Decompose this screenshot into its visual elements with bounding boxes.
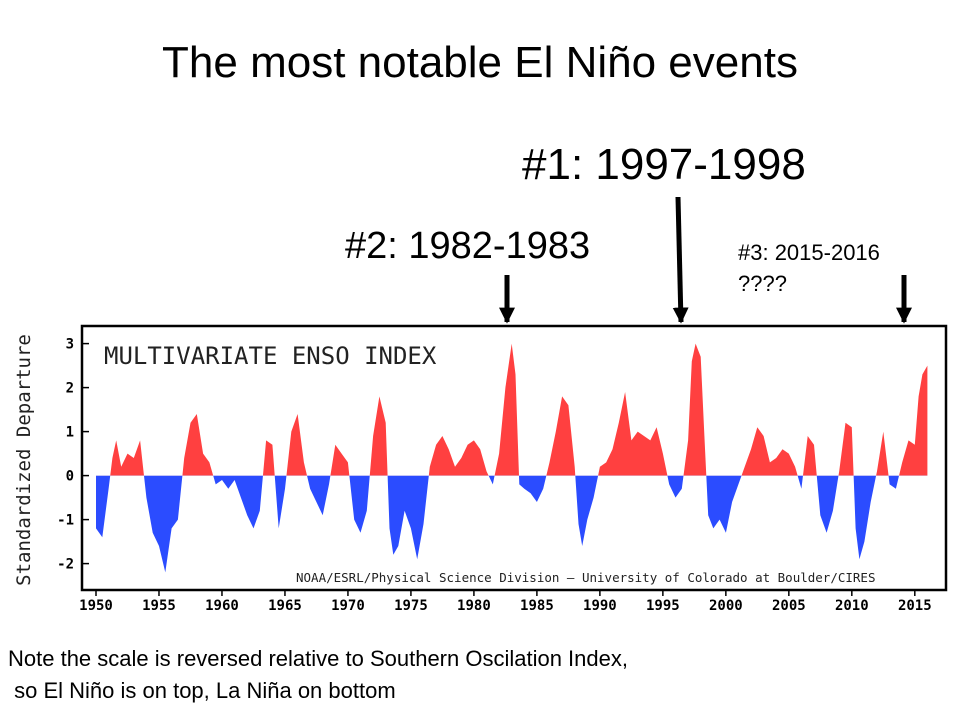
chart-title: MULTIVARIATE ENSO INDEX — [104, 342, 437, 370]
x-tick-label: 2015 — [898, 598, 932, 614]
arrow-1997-1998 — [672, 196, 689, 324]
x-tick-label: 1950 — [79, 598, 113, 614]
x-tick-label: 1960 — [205, 598, 239, 614]
el-nino-area — [96, 343, 928, 476]
y-tick-label: 1 — [66, 425, 74, 441]
slide-title: The most notable El Niño events — [162, 38, 798, 87]
x-tick-label: 1980 — [457, 598, 491, 614]
callout-rank-3-line1: #3: 2015-2016 — [738, 240, 880, 265]
x-tick-label: 1970 — [331, 598, 365, 614]
plot-frame — [80, 324, 948, 592]
x-tick-label: 2010 — [835, 598, 869, 614]
x-tick-label: 1995 — [646, 598, 680, 614]
x-tick-label: 1985 — [520, 598, 554, 614]
callout-rank-3-line2: ???? — [738, 270, 787, 296]
la-nina-area — [96, 475, 900, 573]
x-tick-label: 2000 — [709, 598, 743, 614]
callout-arrows — [498, 196, 913, 324]
x-tick-label: 1990 — [583, 598, 617, 614]
y-tick-label: -1 — [57, 513, 74, 529]
y-tick-label: 3 — [66, 337, 74, 353]
callout-rank-3: #3: 2015-2016 ???? — [738, 238, 880, 300]
x-tick-label: 1965 — [268, 598, 302, 614]
callout-rank-1: #1: 1997-1998 — [522, 140, 806, 189]
x-tick-label: 1975 — [394, 598, 428, 614]
x-tick-label: 1955 — [142, 598, 176, 614]
footnote-line1: Note the scale is reversed relative to S… — [8, 646, 628, 671]
y-tick-label: -2 — [57, 557, 74, 573]
x-tick-label: 2005 — [772, 598, 806, 614]
credit-line: NOAA/ESRL/Physical Science Division – Un… — [296, 570, 875, 585]
enso-chart: MULTIVARIATE ENSO INDEX Standardized Dep… — [13, 324, 948, 614]
footnote: Note the scale is reversed relative to S… — [8, 643, 628, 707]
y-axis-label: Standardized Departure — [13, 334, 35, 586]
y-tick-label: 0 — [66, 469, 74, 485]
footnote-line2: so El Niño is on top, La Niña on bottom — [8, 677, 396, 703]
callout-rank-2: #2: 1982-1983 — [345, 225, 591, 267]
y-tick-label: 2 — [66, 381, 74, 397]
